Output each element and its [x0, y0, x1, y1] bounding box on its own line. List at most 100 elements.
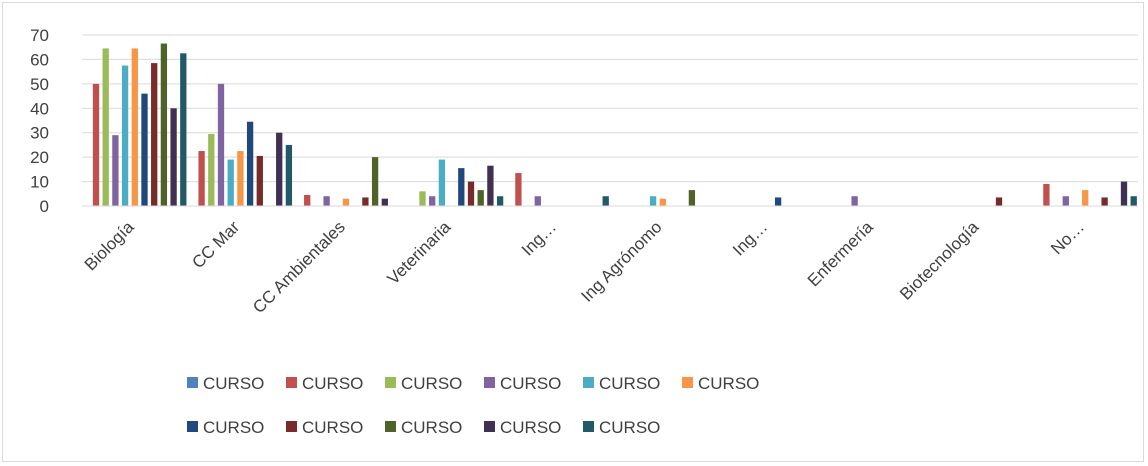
legend-item: CURSO [385, 374, 462, 393]
bar [151, 63, 158, 206]
bar [92, 83, 100, 206]
bar [362, 197, 369, 206]
bar [438, 159, 446, 206]
bar [1043, 184, 1050, 206]
y-tick-label: 0 [40, 197, 49, 216]
legend-item: CURSO [484, 418, 561, 437]
bar [419, 191, 426, 206]
bar [1120, 181, 1128, 206]
x-category-label: Ing… [518, 217, 560, 259]
bar [342, 198, 350, 206]
bar [496, 196, 504, 206]
legend-item: CURSO [583, 418, 660, 437]
x-category-label: No… [1047, 217, 1088, 258]
bar [371, 157, 379, 206]
bar [246, 121, 254, 206]
legend-swatch [286, 377, 297, 388]
bar [121, 65, 129, 207]
bar [1082, 190, 1089, 206]
legend-item: CURSO [187, 418, 264, 437]
legend-label: CURSO [203, 418, 264, 437]
legend-swatch [583, 377, 594, 388]
y-tick-label: 40 [30, 99, 49, 118]
legend-swatch [484, 421, 495, 432]
legend-swatch [385, 377, 396, 388]
y-tick-label: 70 [30, 26, 49, 45]
bar [688, 190, 696, 206]
legend-label: CURSO [302, 418, 363, 437]
legend: CURSO CURSO CURSO CURSO CURSO CURSO CURSO CURSO… [187, 374, 759, 437]
legend-label: CURSO [401, 374, 462, 393]
legend-label: CURSO [698, 374, 759, 393]
bar [323, 196, 330, 206]
bar [1062, 196, 1069, 206]
chart-canvas: 0 10 20 30 40 50 60 70 Biología CC Mar CC Ambient… [30, 26, 1138, 437]
legend-item: CURSO [286, 418, 363, 437]
bar [995, 197, 1003, 206]
bar [534, 196, 541, 206]
bar [208, 133, 215, 206]
bar [198, 151, 205, 206]
legend-label: CURSO [203, 374, 264, 393]
legend-swatch [583, 421, 594, 432]
legend-swatch [286, 421, 297, 432]
x-category-label: CC Mar [188, 217, 243, 272]
bar [649, 196, 657, 206]
y-axis-ticks: 0 10 20 30 40 50 60 70 [30, 26, 49, 216]
bar [217, 83, 225, 206]
legend-label: CURSO [599, 418, 660, 437]
bar [487, 165, 494, 206]
bar [659, 198, 666, 206]
legend-label: CURSO [599, 374, 660, 393]
bar [180, 53, 187, 207]
legend-label: CURSO [302, 374, 363, 393]
y-tick-label: 50 [30, 75, 49, 94]
bar [112, 135, 119, 206]
legend-swatch [187, 421, 198, 432]
legend-swatch [385, 421, 396, 432]
bar [256, 155, 263, 206]
x-category-label: Ing Agrónomo [577, 217, 665, 305]
x-axis-labels: Biología CC Mar CC Ambientales Veterinaria I… [81, 217, 1088, 317]
x-category-label: Biología [81, 217, 138, 274]
bar [458, 168, 465, 206]
bar [467, 181, 475, 206]
legend-item: CURSO [682, 374, 759, 393]
x-category-label: Biotecnología [896, 217, 983, 304]
legend-swatch [484, 377, 495, 388]
legend-item: CURSO [385, 418, 462, 437]
legend-swatch [682, 377, 693, 388]
bar [602, 196, 609, 206]
y-tick-label: 60 [30, 50, 49, 69]
x-category-label: Veterinaria [384, 217, 455, 288]
legend-swatch [187, 377, 198, 388]
bar [1101, 197, 1108, 206]
bar [131, 48, 138, 206]
bar [774, 197, 782, 206]
legend-item: CURSO [187, 374, 264, 393]
bar [851, 196, 858, 206]
bar [170, 108, 177, 206]
legend-item: CURSO [286, 374, 363, 393]
legend-label: CURSO [500, 418, 561, 437]
x-category-label: Ing… [729, 217, 771, 259]
bar [1130, 196, 1137, 206]
legend-item: CURSO [484, 374, 561, 393]
bar [477, 190, 484, 206]
legend-label: CURSO [401, 418, 462, 437]
x-category-label: Enfermería [804, 217, 877, 290]
bar [160, 43, 168, 206]
bar [102, 48, 109, 206]
bar [227, 159, 234, 206]
bar [304, 195, 311, 206]
bar [381, 198, 388, 206]
bar [285, 144, 293, 206]
bar [276, 132, 283, 206]
legend-item: CURSO [583, 374, 660, 393]
y-tick-label: 20 [30, 148, 49, 167]
bar [237, 151, 244, 206]
bars [92, 43, 1137, 207]
y-tick-label: 10 [30, 173, 49, 192]
legend-label: CURSO [500, 374, 561, 393]
